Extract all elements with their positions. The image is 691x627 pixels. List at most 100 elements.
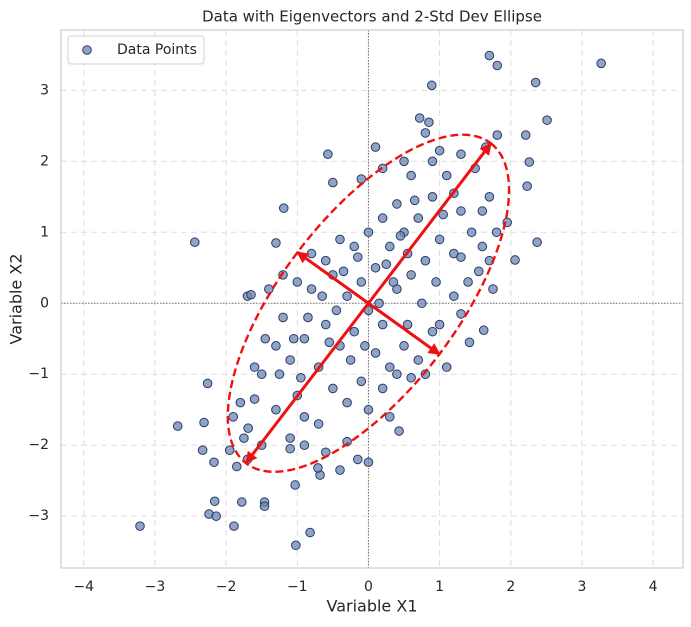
point xyxy=(299,333,310,344)
point xyxy=(135,521,145,531)
point xyxy=(338,266,349,277)
point xyxy=(342,291,352,301)
x-tick-label: −4 xyxy=(73,579,94,595)
point xyxy=(320,319,331,330)
point xyxy=(510,255,520,265)
point xyxy=(249,362,260,372)
point xyxy=(349,326,360,337)
point xyxy=(202,378,213,389)
point xyxy=(243,423,253,433)
point xyxy=(530,77,541,88)
point xyxy=(426,80,437,91)
point xyxy=(335,234,345,245)
point xyxy=(463,277,473,287)
point xyxy=(406,270,416,280)
point xyxy=(384,412,395,422)
x-tick-label: −1 xyxy=(287,579,308,595)
point xyxy=(441,170,452,181)
eigenvector-arrow xyxy=(296,250,370,305)
point xyxy=(478,325,489,336)
point xyxy=(271,404,281,415)
point xyxy=(488,284,498,294)
y-tick-label: 1 xyxy=(40,224,49,240)
point xyxy=(473,266,484,277)
point xyxy=(370,262,381,273)
series xyxy=(135,50,606,551)
point xyxy=(356,277,367,287)
point xyxy=(381,259,392,270)
point xyxy=(291,540,301,551)
point xyxy=(456,309,466,319)
point xyxy=(434,319,445,330)
point xyxy=(278,312,288,323)
point xyxy=(406,372,416,383)
point xyxy=(427,156,438,167)
point xyxy=(328,177,338,188)
point xyxy=(384,241,395,252)
point xyxy=(388,277,399,287)
point xyxy=(456,149,466,160)
x-tick-label: 2 xyxy=(506,579,515,595)
point xyxy=(392,199,402,209)
point xyxy=(377,319,388,330)
legend: Data Points xyxy=(67,35,205,65)
point xyxy=(456,252,466,262)
point xyxy=(434,234,445,245)
chart-title: Data with Eigenvectors and 2-Std Dev Ell… xyxy=(202,8,542,26)
point xyxy=(356,174,367,184)
point xyxy=(522,181,532,191)
point xyxy=(296,372,306,383)
point xyxy=(349,241,360,252)
point xyxy=(360,341,370,351)
point xyxy=(414,113,425,123)
point xyxy=(278,203,289,213)
point xyxy=(285,433,295,443)
point xyxy=(484,191,495,202)
x-tick-label: 1 xyxy=(435,579,444,595)
point xyxy=(492,60,503,71)
point xyxy=(409,195,420,206)
point xyxy=(413,355,424,365)
point xyxy=(236,497,247,507)
x-tick-label: −3 xyxy=(145,579,166,595)
point xyxy=(484,50,495,61)
y-tick-label: 3 xyxy=(40,82,49,98)
point xyxy=(399,156,409,167)
point xyxy=(288,333,299,344)
point xyxy=(249,394,260,404)
point xyxy=(299,440,310,451)
point xyxy=(209,457,219,468)
point xyxy=(363,227,374,238)
eigenvector-arrow xyxy=(244,302,370,464)
eigenvector-arrow xyxy=(367,302,441,356)
x-tick-label: 4 xyxy=(649,579,658,595)
legend-marker xyxy=(82,45,92,55)
point xyxy=(420,128,431,138)
point xyxy=(427,191,438,202)
legend-box xyxy=(67,35,205,65)
point xyxy=(271,341,281,351)
point xyxy=(466,227,477,238)
point xyxy=(246,289,256,300)
point xyxy=(264,284,274,294)
point xyxy=(352,454,363,465)
x-tick-label: −2 xyxy=(216,579,237,595)
x-tick-label: 0 xyxy=(364,579,373,595)
point xyxy=(438,209,448,220)
point xyxy=(417,298,427,309)
point xyxy=(384,362,395,372)
point xyxy=(259,501,270,512)
point xyxy=(229,521,239,531)
point xyxy=(395,231,406,241)
point xyxy=(370,348,381,358)
point xyxy=(377,383,388,394)
x-axis-label: Variable X1 xyxy=(326,597,417,616)
point xyxy=(374,298,384,309)
point xyxy=(299,412,310,422)
point xyxy=(260,333,271,344)
point xyxy=(456,206,466,216)
point xyxy=(231,461,242,472)
point xyxy=(239,433,249,443)
point xyxy=(377,163,388,174)
